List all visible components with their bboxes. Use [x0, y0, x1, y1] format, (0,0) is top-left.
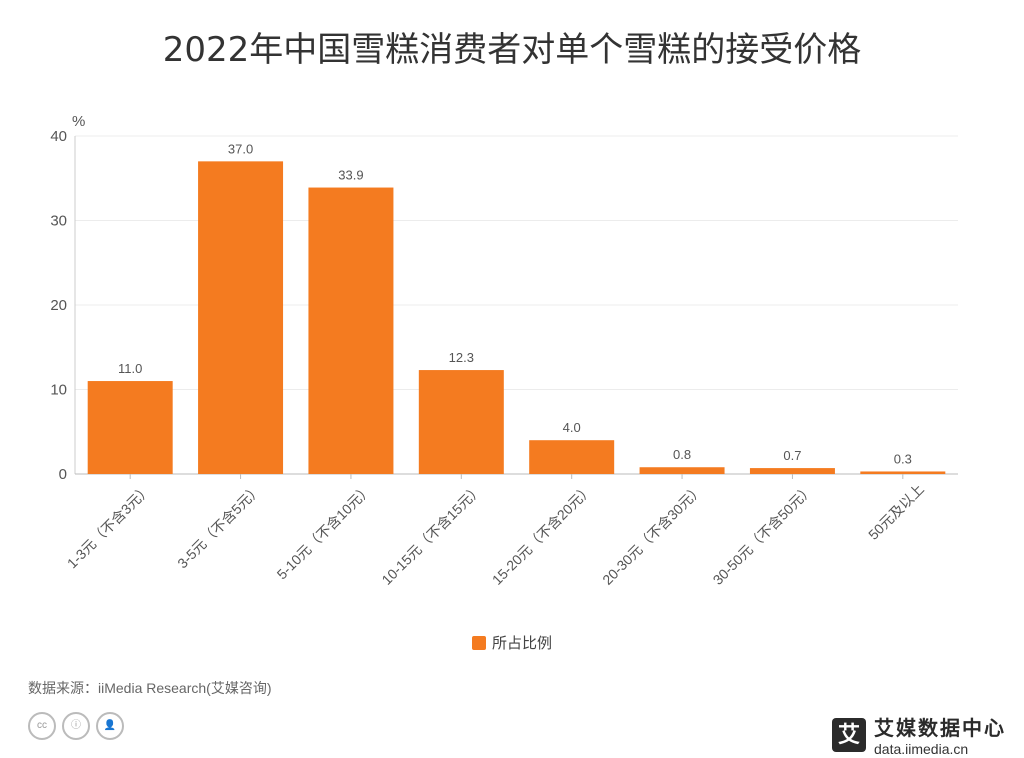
x-tick-label: 15-20元（不含20元）	[489, 481, 596, 588]
y-tick-label: 40	[50, 128, 67, 145]
bar	[87, 381, 173, 474]
bar	[749, 468, 835, 474]
data-source: 数据来源：iiMedia Research(艾媒咨询)	[28, 680, 272, 696]
legend-label: 所占比例	[492, 635, 552, 652]
logo-name: 艾媒数据中心	[874, 718, 1006, 740]
y-tick-label: 10	[50, 382, 67, 399]
x-tick-label: 10-15元（不含15元）	[378, 481, 485, 588]
data-label: 0.3	[894, 451, 912, 466]
bar	[639, 467, 725, 474]
data-label: 12.3	[449, 350, 474, 365]
data-label: 37.0	[228, 141, 253, 156]
bar	[308, 187, 394, 475]
x-tick-label: 30-50元（不含50元）	[710, 481, 817, 588]
x-tick-label: 20-30元（不含30元）	[599, 481, 706, 588]
license-icons: cc ⓘ 👤	[28, 712, 124, 740]
cc-icon: cc	[28, 712, 56, 740]
logo-url: data.iimedia.cn	[874, 741, 969, 757]
x-tick-label: 5-10元（不含10元）	[274, 481, 376, 583]
y-tick-label: 30	[50, 213, 67, 230]
y-axis-unit: %	[72, 113, 85, 130]
bar	[529, 440, 615, 474]
data-label: 0.8	[673, 447, 691, 462]
data-label: 0.7	[783, 448, 801, 463]
bar-chart: 0 10 20 30 40% 11.0 1-3元（不含3元） 37.0 3-5元（不含5元） 33…	[50, 113, 958, 652]
legend-swatch	[472, 636, 486, 650]
chart-title: 2022年中国雪糕消费者对单个雪糕的接受价格	[162, 30, 862, 70]
x-tick-label: 3-5元（不含5元）	[174, 481, 265, 572]
x-tick-label: 1-3元（不含3元）	[64, 481, 155, 572]
bar	[860, 471, 946, 474]
brand-logo: 艾 艾媒数据中心 data.iimedia.cn	[832, 712, 1006, 757]
by-icon: ⓘ	[62, 712, 90, 740]
bar	[418, 370, 504, 474]
x-tick-label: 50元及以上	[865, 481, 927, 543]
logo-mark: 艾	[832, 717, 866, 752]
data-label: 4.0	[563, 420, 581, 435]
data-label: 33.9	[338, 168, 363, 183]
y-tick-label: 20	[50, 297, 67, 314]
bar	[198, 161, 284, 474]
person-icon: 👤	[96, 712, 124, 740]
y-tick-label: 0	[59, 466, 67, 483]
data-label: 11.0	[118, 361, 142, 376]
